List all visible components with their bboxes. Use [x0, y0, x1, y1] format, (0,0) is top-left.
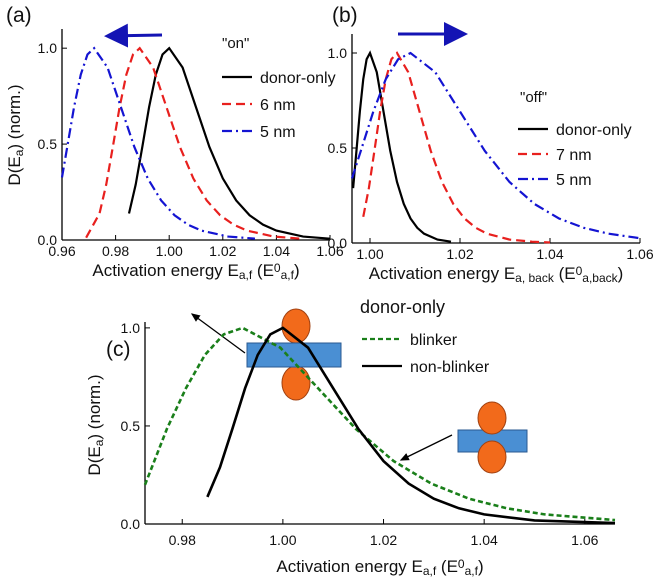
panel-label: (b) [332, 4, 358, 27]
axis-label-part: a [92, 439, 106, 446]
legend-label: blinker [410, 332, 458, 349]
x-tick-label: 1.06 [626, 246, 653, 262]
legend-label: non-blinker [410, 359, 490, 376]
shift-arrow [104, 23, 163, 48]
axis-label-part: 0 [274, 261, 281, 275]
axis-label: Activation energy Ea,f (E0a,f) [276, 557, 483, 578]
y-tick-label: 0.0 [38, 232, 58, 248]
axis-label-part: ) (norm.) [85, 374, 104, 439]
x-tick-label: 1.02 [209, 243, 236, 259]
axis-label-part: (E [252, 261, 274, 280]
legend-note: "off" [520, 89, 547, 106]
axis-label-part: 0 [458, 557, 465, 571]
y-tick-label: 0.5 [121, 418, 141, 434]
axis-label-part: ) (norm.) [5, 84, 24, 149]
axis-label-part: D(E [5, 156, 24, 185]
x-tick-label: 1.04 [263, 243, 290, 259]
pointer-arrow [190, 313, 246, 354]
series-line [206, 326, 616, 525]
axis-label-part: ) [618, 264, 624, 283]
legend-note: "on" [222, 35, 249, 52]
series-line [350, 51, 641, 240]
panel-label: (c) [106, 338, 131, 361]
legend-label: 7 nm [556, 147, 592, 164]
x-tick-label: 1.00 [269, 532, 296, 548]
x-tick-label: 1.04 [536, 246, 563, 262]
axis-label-part: (E [436, 557, 458, 576]
axis-label-part: ) [478, 557, 484, 576]
axis-label-part: a,f [465, 564, 479, 578]
axis-label: D(Ea) (norm.) [85, 374, 106, 475]
axis-label: Activation energy Ea, back (E0a,back) [369, 264, 624, 285]
axis-label-part: a,f [239, 268, 253, 282]
axis-label-part: Activation energy E [369, 264, 515, 283]
axis-label-part: ) [294, 261, 300, 280]
series-line [352, 50, 452, 243]
x-tick-label: 0.98 [169, 532, 196, 548]
y-tick-label: 0.0 [328, 235, 348, 251]
x-tick-label: 1.02 [446, 246, 473, 262]
y-tick-label: 0.0 [121, 516, 141, 532]
legend-label: donor-only [260, 70, 336, 87]
axis-label-part: a [12, 149, 26, 156]
axis-label-part: Activation energy E [92, 261, 238, 280]
axis-label-part: a,back [582, 271, 618, 285]
y-tick-label: 1.0 [121, 320, 141, 336]
x-tick-label: 1.00 [356, 246, 383, 262]
y-tick-label: 0.5 [328, 140, 348, 156]
legend-label: 6 nm [260, 97, 296, 114]
axis-label-part: a,f [281, 268, 295, 282]
x-tick-label: 1.06 [571, 532, 598, 548]
legend-label: donor-only [556, 122, 632, 139]
x-tick-label: 1.02 [370, 532, 397, 548]
x-tick-label: 1.00 [156, 243, 183, 259]
series-line [85, 46, 301, 240]
axis-label: D(Ea) (norm.) [5, 84, 26, 185]
x-tick-label: 1.04 [471, 532, 498, 548]
axis-label-part: D(E [85, 446, 104, 475]
pointer-arrow [399, 434, 453, 461]
panel-label: (a) [6, 4, 32, 27]
legend-label: 5 nm [556, 172, 592, 189]
y-tick-label: 1.0 [38, 40, 58, 56]
axis-label-part: Activation energy E [276, 557, 422, 576]
axis-label-part: a, back [515, 271, 555, 285]
legend-title: donor-only [360, 297, 445, 317]
non-blinker-icon [457, 401, 528, 474]
axis-label-part: 0 [576, 264, 583, 278]
x-tick-label: 1.06 [316, 243, 343, 259]
x-tick-label: 0.98 [102, 243, 129, 259]
axis-label-part: a,f [423, 564, 437, 578]
axis-label-part: (E [554, 264, 576, 283]
legend-label: 5 nm [260, 124, 296, 141]
series-line [60, 46, 256, 240]
series-line [362, 51, 551, 244]
axis-label: Activation energy Ea,f (E0a,f) [92, 261, 299, 282]
series-line [127, 46, 331, 240]
y-tick-label: 0.5 [38, 136, 58, 152]
y-tick-label: 1.0 [328, 45, 348, 61]
blinker-icon [246, 308, 342, 401]
series-line [143, 326, 616, 522]
x-tick-label: 0.96 [48, 243, 75, 259]
